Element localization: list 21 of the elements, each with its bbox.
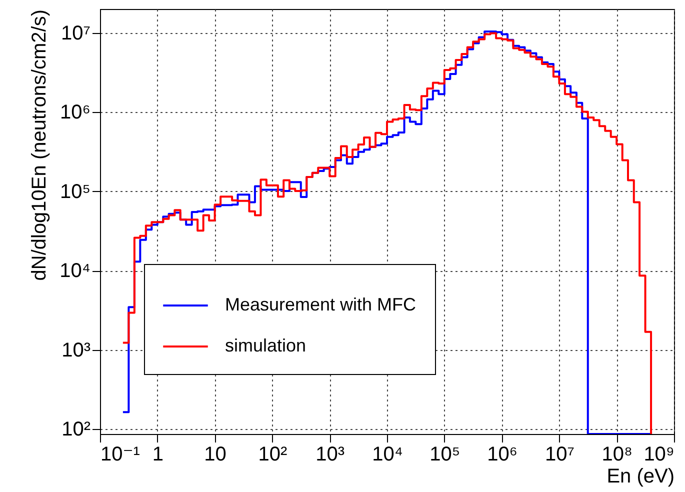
y-tick-label: 10⁴: [60, 260, 90, 282]
x-tick-label: 10⁴: [372, 444, 403, 466]
y-tick-label: 10⁵: [60, 180, 90, 203]
x-tick-label: 10³: [316, 444, 345, 466]
x-tick-label: 1: [152, 444, 164, 466]
x-tick-label: 10⁶: [487, 444, 518, 466]
x-tick-label: 10⁵: [430, 444, 460, 466]
y-tick-label: 10³: [62, 339, 91, 362]
x-tick-label: 10²: [258, 444, 288, 466]
x-axis-title: En (eV): [606, 466, 674, 488]
x-tick-label: 10⁸: [602, 444, 632, 466]
y-tick-label: 10⁶: [60, 102, 90, 124]
y-tick-label: 10⁷: [61, 22, 90, 44]
legend-label: Measurement with MFC: [225, 294, 416, 314]
y-axis-title: dN/dlog10En (neutrons/cm2/s): [28, 10, 51, 281]
x-tick-label: 10: [204, 444, 226, 466]
x-tick-label: 10⁷: [544, 444, 574, 466]
y-tick-label: 10²: [62, 418, 91, 441]
legend-label: simulation: [225, 336, 306, 356]
x-tick-label: 10⁻¹: [100, 444, 140, 466]
x-tick-label: 10⁹: [644, 444, 674, 466]
